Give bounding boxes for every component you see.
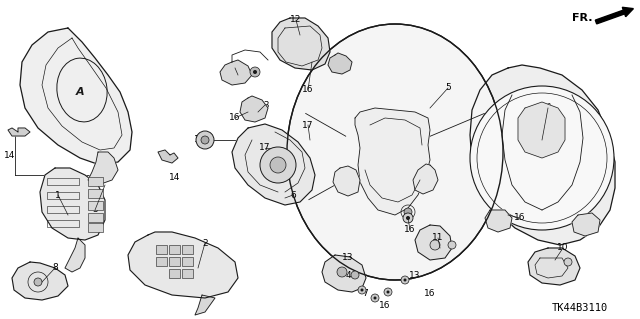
Text: 2: 2 [202, 239, 208, 248]
Circle shape [360, 288, 364, 292]
Bar [88, 177, 103, 186]
Bar [182, 269, 193, 278]
Circle shape [374, 296, 376, 300]
Circle shape [250, 67, 260, 77]
Text: 10: 10 [557, 243, 569, 253]
Text: A: A [76, 87, 84, 97]
Text: 16: 16 [380, 300, 391, 309]
Text: 6: 6 [290, 190, 296, 199]
Text: 9: 9 [545, 103, 551, 113]
Polygon shape [272, 18, 330, 70]
Bar [169, 257, 180, 266]
Circle shape [401, 276, 409, 284]
Text: 16: 16 [229, 114, 241, 122]
Polygon shape [40, 168, 105, 240]
Ellipse shape [287, 24, 503, 280]
Polygon shape [240, 96, 268, 122]
Polygon shape [128, 232, 238, 298]
Text: 7: 7 [232, 63, 238, 72]
Polygon shape [12, 262, 68, 300]
Text: 13: 13 [259, 100, 271, 109]
Circle shape [351, 271, 359, 279]
Bar [47, 178, 79, 185]
Polygon shape [232, 124, 315, 205]
Text: 16: 16 [404, 226, 416, 234]
Bar [156, 245, 167, 254]
Circle shape [564, 258, 572, 266]
Text: 4: 4 [345, 271, 351, 279]
Circle shape [253, 70, 257, 74]
Text: 8: 8 [52, 263, 58, 272]
Polygon shape [65, 238, 85, 272]
Text: 5: 5 [445, 84, 451, 93]
Text: 14: 14 [170, 174, 180, 182]
Polygon shape [88, 152, 118, 185]
Text: 13: 13 [342, 254, 354, 263]
Polygon shape [195, 295, 215, 315]
Bar [47, 192, 79, 199]
Bar [88, 189, 103, 198]
Circle shape [448, 241, 456, 249]
Polygon shape [485, 210, 512, 232]
Bar [47, 220, 79, 227]
Polygon shape [413, 164, 438, 194]
Text: 12: 12 [291, 16, 301, 25]
Polygon shape [328, 53, 352, 74]
Circle shape [34, 278, 42, 286]
Circle shape [404, 208, 412, 216]
Polygon shape [8, 128, 30, 136]
Circle shape [196, 131, 214, 149]
Polygon shape [20, 28, 132, 165]
Text: 11: 11 [432, 234, 444, 242]
Polygon shape [220, 60, 252, 85]
Circle shape [371, 294, 379, 302]
Bar [169, 245, 180, 254]
Circle shape [358, 286, 366, 294]
Bar [182, 245, 193, 254]
Bar [47, 206, 79, 213]
Bar [88, 201, 103, 210]
Text: 13: 13 [409, 271, 420, 279]
Polygon shape [528, 248, 580, 285]
Text: 16: 16 [424, 288, 436, 298]
Text: 15: 15 [195, 136, 205, 145]
Polygon shape [158, 150, 178, 163]
Circle shape [430, 240, 440, 250]
Text: TK44B3110: TK44B3110 [552, 303, 608, 313]
Circle shape [403, 278, 406, 281]
Polygon shape [322, 255, 366, 292]
Text: 3: 3 [92, 205, 98, 214]
Text: 17: 17 [259, 144, 271, 152]
Bar [88, 223, 103, 232]
Circle shape [384, 288, 392, 296]
Polygon shape [333, 166, 360, 196]
Polygon shape [355, 108, 430, 215]
Circle shape [470, 86, 614, 230]
Polygon shape [518, 102, 565, 158]
Circle shape [260, 147, 296, 183]
Circle shape [337, 267, 347, 277]
Text: 17: 17 [302, 121, 314, 130]
Text: FR.: FR. [572, 13, 593, 23]
Circle shape [270, 157, 286, 173]
Polygon shape [415, 225, 452, 260]
Text: 16: 16 [515, 213, 525, 222]
Bar [169, 269, 180, 278]
Circle shape [406, 216, 410, 220]
Bar [156, 257, 167, 266]
Circle shape [403, 213, 413, 223]
Polygon shape [572, 213, 600, 236]
Text: 16: 16 [302, 85, 314, 94]
FancyArrow shape [595, 7, 634, 24]
Polygon shape [470, 65, 615, 245]
Bar [88, 213, 103, 222]
Bar [182, 257, 193, 266]
Text: 7: 7 [362, 288, 368, 298]
Circle shape [387, 291, 390, 293]
Text: 14: 14 [4, 151, 16, 160]
Text: 1: 1 [55, 190, 61, 199]
Circle shape [201, 136, 209, 144]
